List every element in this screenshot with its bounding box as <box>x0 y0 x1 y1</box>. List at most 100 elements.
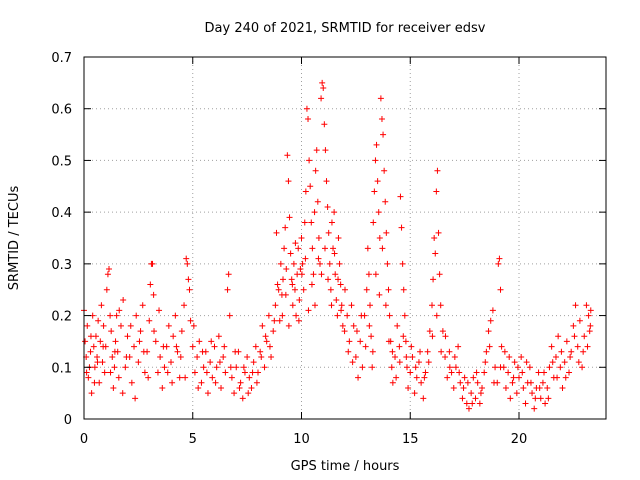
x-tick-label: 20 <box>511 432 528 447</box>
plot-frame <box>83 56 607 420</box>
data-point <box>348 302 355 309</box>
data-point <box>501 348 508 355</box>
data-point <box>123 353 130 360</box>
data-point <box>224 286 231 293</box>
data-point <box>426 328 433 335</box>
data-point <box>132 395 139 402</box>
data-point <box>177 353 184 360</box>
data-point <box>110 384 117 391</box>
data-point <box>200 364 207 371</box>
data-point <box>352 353 359 360</box>
data-point <box>555 333 562 340</box>
data-point <box>124 333 131 340</box>
data-point <box>529 390 536 397</box>
data-point <box>477 390 484 397</box>
data-point <box>194 353 201 360</box>
data-point <box>103 286 110 293</box>
data-point <box>101 369 108 376</box>
data-point <box>84 322 91 329</box>
data-point <box>412 364 419 371</box>
data-point <box>470 374 477 381</box>
data-point <box>332 271 339 278</box>
data-point <box>220 353 227 360</box>
data-point <box>461 374 468 381</box>
data-point <box>335 235 342 241</box>
data-point <box>571 333 578 340</box>
data-point <box>368 333 375 340</box>
data-point <box>572 302 579 309</box>
data-point <box>244 353 251 360</box>
data-point <box>542 400 549 407</box>
data-point <box>152 338 159 345</box>
data-point <box>509 379 516 386</box>
data-point <box>100 322 107 329</box>
data-point <box>566 369 573 376</box>
data-point <box>439 328 446 335</box>
data-point <box>358 312 365 319</box>
data-point <box>225 271 232 278</box>
data-point <box>365 271 372 278</box>
data-point <box>386 312 393 319</box>
data-point <box>279 312 286 319</box>
data-point <box>168 359 174 366</box>
data-point <box>495 260 502 267</box>
data-point <box>108 328 115 335</box>
data-point <box>161 364 168 371</box>
data-point <box>285 178 292 185</box>
data-point <box>506 353 513 360</box>
data-point <box>325 276 332 283</box>
data-point <box>429 302 435 309</box>
data-point <box>548 343 555 350</box>
data-point <box>331 209 338 216</box>
data-point <box>305 116 312 123</box>
data-point <box>285 322 292 329</box>
data-point <box>213 364 220 371</box>
data-point <box>363 286 370 293</box>
data-point <box>178 328 185 335</box>
data-point <box>336 260 343 267</box>
data-point <box>409 353 416 360</box>
y-tick-label: 0.5 <box>51 154 72 169</box>
data-point <box>185 276 192 283</box>
data-point <box>574 343 581 350</box>
data-point <box>516 374 522 381</box>
data-point <box>581 333 588 340</box>
data-point <box>545 395 552 402</box>
data-point <box>384 260 391 267</box>
data-point <box>502 384 509 391</box>
data-point <box>85 374 92 381</box>
y-tick-label: 0.6 <box>51 103 72 118</box>
data-point <box>489 307 496 314</box>
data-point <box>92 333 99 340</box>
data-point <box>259 322 266 329</box>
data-point <box>227 364 234 371</box>
data-point <box>380 131 387 138</box>
data-point <box>549 359 556 366</box>
data-points <box>81 79 594 412</box>
data-point <box>169 379 176 386</box>
data-point <box>146 317 153 324</box>
data-point <box>270 328 277 335</box>
data-point <box>444 374 451 381</box>
data-point <box>88 390 95 397</box>
data-point <box>228 374 235 381</box>
data-point <box>107 312 114 319</box>
data-point <box>341 328 348 335</box>
data-point <box>113 312 120 319</box>
data-point <box>116 307 123 314</box>
data-point <box>403 364 410 371</box>
data-point <box>457 379 464 386</box>
data-point <box>212 379 219 386</box>
data-point <box>456 369 463 376</box>
data-point <box>307 183 314 190</box>
data-point <box>557 364 564 371</box>
data-point <box>520 384 527 391</box>
data-point <box>554 374 561 381</box>
data-point <box>422 369 429 376</box>
data-point <box>258 353 265 360</box>
data-point <box>164 369 171 376</box>
axis-ticks <box>83 56 606 420</box>
data-point <box>287 250 294 257</box>
data-point <box>497 364 504 371</box>
data-point <box>312 167 319 174</box>
